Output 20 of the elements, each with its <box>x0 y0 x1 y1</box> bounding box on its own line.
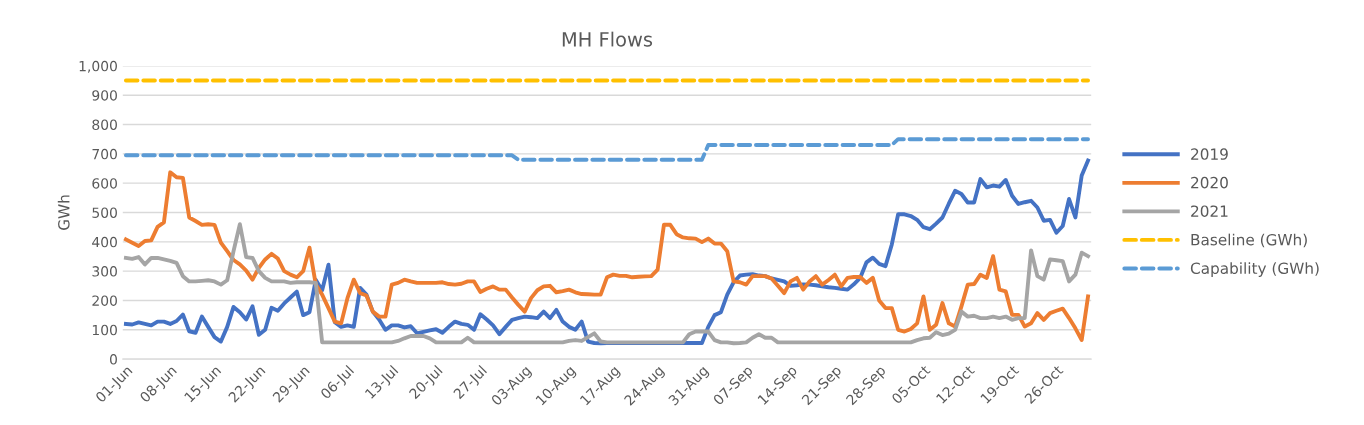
line-series <box>123 222 1090 346</box>
y-tick-label: 100 <box>92 324 117 336</box>
y-tick-label: 600 <box>92 178 117 189</box>
chart-title: MH Flows <box>562 31 653 47</box>
y-tick-label: 200 <box>92 295 117 306</box>
legend-label: Capability (GWh) <box>1190 262 1319 277</box>
legend-label: 2019 <box>1191 148 1228 160</box>
legend-label: 2020 <box>1191 176 1228 189</box>
line-series <box>123 137 1090 162</box>
y-tick-label: 700 <box>92 148 117 160</box>
y-tick-label: 1,000 <box>79 60 117 73</box>
y-axis-title: GWh <box>57 195 70 230</box>
y-tick-label: 800 <box>92 119 117 130</box>
y-tick-label: 900 <box>92 90 117 101</box>
y-tick-label: 400 <box>92 236 117 248</box>
legend-label: Baseline (GWh) <box>1191 233 1307 248</box>
y-tick-label: 500 <box>92 207 117 218</box>
y-tick-label: 300 <box>92 266 117 277</box>
y-tick-label: 0 <box>109 354 117 365</box>
legend-label: 2021 <box>1191 205 1228 217</box>
